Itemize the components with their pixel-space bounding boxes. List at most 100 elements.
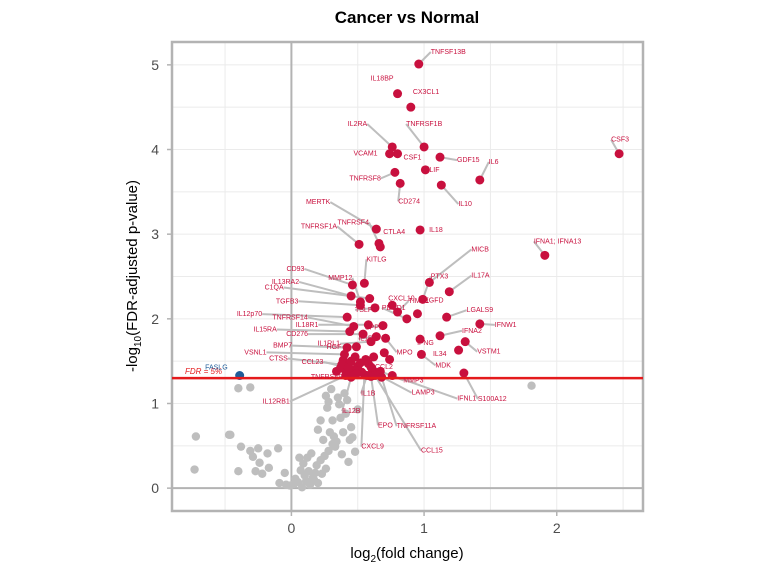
label-leader-line (448, 274, 472, 293)
point-significant-up (337, 360, 347, 370)
point-significant-up (345, 327, 355, 337)
significant-points (235, 59, 624, 382)
point-not-significant (226, 430, 235, 440)
gene-label: CD274 (398, 198, 420, 205)
point-significant-up (390, 167, 400, 177)
point-not-significant (319, 435, 328, 445)
gene-label: IFNW1 (495, 322, 517, 329)
gene-label: IL18R1 (296, 322, 319, 329)
point-significant-up (395, 178, 405, 188)
gene-label: TNFRSF1B (406, 121, 443, 128)
point-not-significant (234, 384, 243, 393)
point-not-significant (338, 428, 348, 437)
point-significant-up (415, 334, 425, 344)
label-leader-lines (262, 51, 620, 452)
gene-label: TNFRSF1A (301, 223, 338, 230)
label-leader-line (276, 328, 350, 333)
point-not-significant (336, 413, 345, 423)
point-significant-up (416, 349, 426, 359)
y-tick-label: 4 (151, 142, 159, 158)
gene-label: IL15RA (253, 327, 277, 334)
point-significant-up (475, 319, 485, 329)
point-significant-up (371, 224, 381, 234)
gene-label: CSF1 (404, 155, 422, 162)
point-significant-up (366, 337, 376, 347)
y-tick-label: 3 (151, 226, 159, 242)
point-significant-up (424, 277, 434, 287)
gene-label: VSTM1 (477, 349, 500, 356)
point-significant-up (363, 320, 373, 330)
gene-label: HGF (327, 344, 342, 351)
label-leader-line (336, 225, 360, 246)
point-not-significant (334, 400, 344, 409)
y-tick-label: 5 (151, 57, 159, 73)
point-significant-up (614, 149, 624, 159)
point-significant-up (412, 309, 422, 319)
label-leader-line (341, 376, 353, 412)
gene-label: IFNG (417, 340, 434, 347)
gene-label: IL34 (433, 351, 447, 358)
gene-label: IL18BP (371, 76, 394, 83)
point-significant-up (444, 287, 454, 297)
point-not-significant (325, 428, 335, 437)
gene-label: TIMP1 (409, 298, 430, 305)
point-significant-up (435, 331, 445, 341)
point-significant-up (355, 300, 365, 310)
point-not-significant (264, 463, 274, 473)
gene-label: FASLG (205, 365, 228, 372)
point-not-significant (275, 478, 284, 488)
point-significant-up (475, 175, 485, 185)
point-not-significant (353, 405, 362, 414)
point-significant-up (460, 337, 470, 347)
label-leader-line (366, 123, 393, 148)
gene-label: MERTK (306, 199, 331, 206)
point-significant-up (420, 165, 430, 175)
point-significant-up (366, 362, 376, 372)
point-significant-up (414, 59, 424, 69)
point-not-significant (307, 449, 316, 458)
gene-label: IL1RL1 (317, 341, 340, 348)
tick-labels: 0 1 2 0 1 2 3 4 5 (151, 57, 561, 536)
gene-label: MMP3 (403, 377, 423, 384)
point-significant-up (385, 354, 395, 364)
point-not-significant (246, 383, 255, 392)
gene-label: TSLP (355, 307, 373, 314)
gene-label: PTX3 (431, 273, 449, 280)
point-significant-up (342, 343, 352, 353)
plot-panel-border (170, 40, 645, 513)
gene-label: CTLA4 (383, 229, 405, 236)
point-significant-up (415, 225, 425, 235)
point-not-significant (236, 442, 246, 451)
point-not-significant (328, 416, 337, 425)
gene-label: IFNA2 (462, 328, 482, 335)
point-significant-up (393, 307, 403, 317)
gene-label: TNFSF13B (431, 49, 466, 56)
gene-label: LGALS9 (467, 307, 494, 314)
gene-label: IL1B (361, 391, 376, 398)
gene-label: CCL15 (421, 448, 443, 455)
gene-label: MICB (471, 246, 489, 253)
label-leader-line (262, 313, 348, 319)
gene-label: CXCL9 (361, 444, 384, 451)
point-not-significant (316, 416, 325, 425)
axis-lines (170, 40, 645, 513)
gene-label: VSNL1 (244, 349, 266, 356)
point-significant-up (418, 294, 428, 304)
fdr-threshold-label: FDR = 5% (185, 367, 222, 376)
point-significant-up (375, 242, 385, 252)
label-leader-line (292, 344, 348, 349)
point-significant-up (355, 358, 365, 368)
gene-label: SPP1 (365, 325, 383, 332)
point-significant-up (339, 349, 349, 359)
point-not-significant (324, 446, 333, 456)
point-significant-up (369, 352, 379, 362)
gene-label: TNFRSF4 (337, 219, 369, 226)
gene-label: CSF3 (611, 137, 629, 144)
point-not-significant (295, 453, 304, 462)
gene-label: TGFB3 (276, 298, 299, 305)
gene-label: PDCD1 (382, 305, 406, 312)
point-significant-up (442, 312, 452, 322)
point-not-significant (313, 425, 323, 434)
point-significant-up (342, 312, 352, 322)
point-significant-up (419, 142, 429, 152)
